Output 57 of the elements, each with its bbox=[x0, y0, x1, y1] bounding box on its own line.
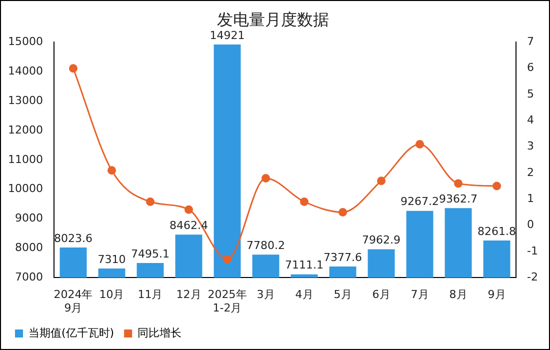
x-tick-label: 5月 bbox=[334, 288, 352, 302]
data-label: 8023.6 bbox=[54, 232, 92, 245]
x-tick-label: 3月 bbox=[256, 288, 275, 302]
x-tick-label: 7月 bbox=[410, 288, 429, 302]
y2-tick-label: 3 bbox=[527, 140, 534, 153]
y-tick-label: 12000 bbox=[8, 123, 43, 136]
y2-tick-label: 1 bbox=[527, 192, 534, 205]
point bbox=[223, 255, 232, 264]
point bbox=[184, 205, 194, 214]
data-label: 7780.2 bbox=[246, 239, 286, 252]
x-tick-label: 9月 bbox=[488, 288, 506, 302]
data-label: 9267.2 bbox=[400, 195, 440, 208]
y-tick-label: 8000 bbox=[14, 241, 43, 254]
data-label: 9362.7 bbox=[439, 192, 478, 206]
data-label: 8261.8 bbox=[478, 224, 516, 238]
y2-tick-label: 0 bbox=[527, 218, 534, 232]
y-tick-label: 14000 bbox=[8, 64, 43, 78]
point bbox=[300, 198, 309, 206]
x-tick-label: 12月 bbox=[176, 288, 202, 302]
y2-tick-label: 4 bbox=[527, 114, 534, 127]
point bbox=[454, 179, 463, 188]
y2-tick-label: -1 bbox=[527, 244, 538, 258]
point bbox=[146, 198, 154, 206]
y2-tick-label: 7 bbox=[527, 35, 534, 48]
point bbox=[492, 182, 502, 190]
y2-tick-label: 5 bbox=[527, 87, 534, 100]
y2-tick-label: 2 bbox=[527, 166, 534, 179]
point bbox=[416, 140, 424, 148]
data-label: 7962.9 bbox=[362, 234, 401, 247]
y2-tick-label: -2 bbox=[527, 270, 538, 284]
x-tick-label: 6月 bbox=[372, 288, 390, 302]
chart-title: 发电量月度数据 bbox=[217, 10, 329, 29]
legend-label: 当期值(亿千瓦时) bbox=[28, 326, 114, 340]
y-tick-label: 11000 bbox=[8, 152, 43, 166]
point bbox=[108, 166, 116, 175]
x-tick-label: 2025年 1-2月 bbox=[208, 288, 247, 314]
data-label: 7310 bbox=[98, 252, 126, 266]
point bbox=[377, 176, 386, 186]
y-tick-label: 10000 bbox=[8, 182, 43, 196]
x-tick-label: 10月 bbox=[99, 288, 124, 302]
y-tick-label: 7000 bbox=[14, 270, 43, 284]
x-tick-label: 11月 bbox=[138, 288, 163, 302]
y-tick-label: 13000 bbox=[8, 94, 43, 107]
point bbox=[338, 208, 348, 216]
data-label: 7495.1 bbox=[131, 247, 170, 260]
x-tick-label: 8月 bbox=[449, 288, 468, 302]
data-label: 7111.1 bbox=[285, 258, 324, 272]
point bbox=[68, 64, 78, 73]
y2-tick-label: 6 bbox=[527, 61, 534, 74]
data-label: 14921 bbox=[210, 28, 245, 42]
data-label: 7377.6 bbox=[324, 250, 362, 264]
x-tick-label: 2024年 9月 bbox=[54, 288, 93, 314]
x-tick-label: 4月 bbox=[295, 288, 314, 302]
y-tick-label: 9000 bbox=[14, 212, 43, 225]
point bbox=[262, 174, 270, 182]
legend-label: 同比增长 bbox=[138, 326, 182, 340]
y-tick-label: 15000 bbox=[8, 35, 43, 48]
